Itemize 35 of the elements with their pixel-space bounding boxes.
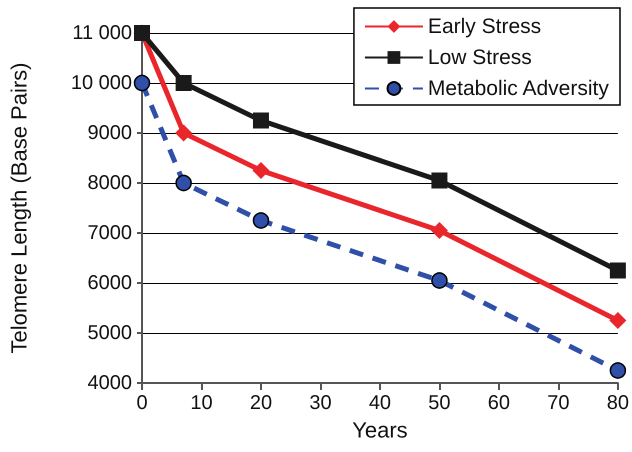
y-tick-label: 5000	[88, 322, 132, 344]
x-axis-title: Years	[352, 418, 408, 442]
x-tick-label: 0	[136, 392, 148, 414]
y-tick-label: 8000	[88, 172, 132, 194]
x-tick-label: 20	[250, 392, 272, 414]
legend-label: Metabolic Adversity	[428, 77, 610, 100]
y-tick-label: 4000	[88, 372, 132, 394]
x-tick-label: 70	[547, 392, 570, 414]
x-tick-label: 10	[190, 392, 213, 414]
point	[610, 362, 626, 379]
point	[610, 262, 626, 278]
point	[252, 212, 270, 229]
x-tick-label: 30	[309, 392, 332, 414]
y-tick-label: 11 000	[72, 22, 132, 44]
x-tick-label: 40	[368, 392, 392, 414]
legend-label: Early Stress	[428, 15, 542, 38]
point	[431, 172, 448, 188]
point	[176, 75, 192, 91]
legend-label: Low Stress	[428, 46, 532, 69]
point	[175, 124, 192, 142]
x-tick-label: 50	[428, 392, 451, 414]
point	[252, 112, 269, 128]
point	[175, 174, 192, 192]
y-tick-label: 9000	[88, 122, 132, 144]
y-tick-label: 6000	[88, 272, 132, 294]
point	[431, 272, 448, 289]
point	[252, 162, 270, 179]
point	[134, 74, 150, 92]
x-tick-label: 60	[488, 392, 510, 414]
y-tick-label: 7000	[88, 222, 132, 244]
point	[430, 222, 448, 239]
x-tick-label: 80	[606, 392, 629, 414]
point	[609, 312, 626, 329]
y-axis-title: Telomere Length (Base Pairs)	[6, 62, 32, 354]
y-tick-label: 10 000	[70, 72, 132, 94]
